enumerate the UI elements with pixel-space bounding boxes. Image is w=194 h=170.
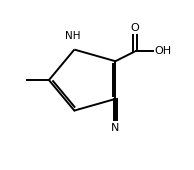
Text: O: O	[131, 23, 139, 33]
Text: OH: OH	[155, 46, 172, 56]
Text: NH: NH	[65, 31, 80, 40]
Text: N: N	[111, 123, 120, 133]
